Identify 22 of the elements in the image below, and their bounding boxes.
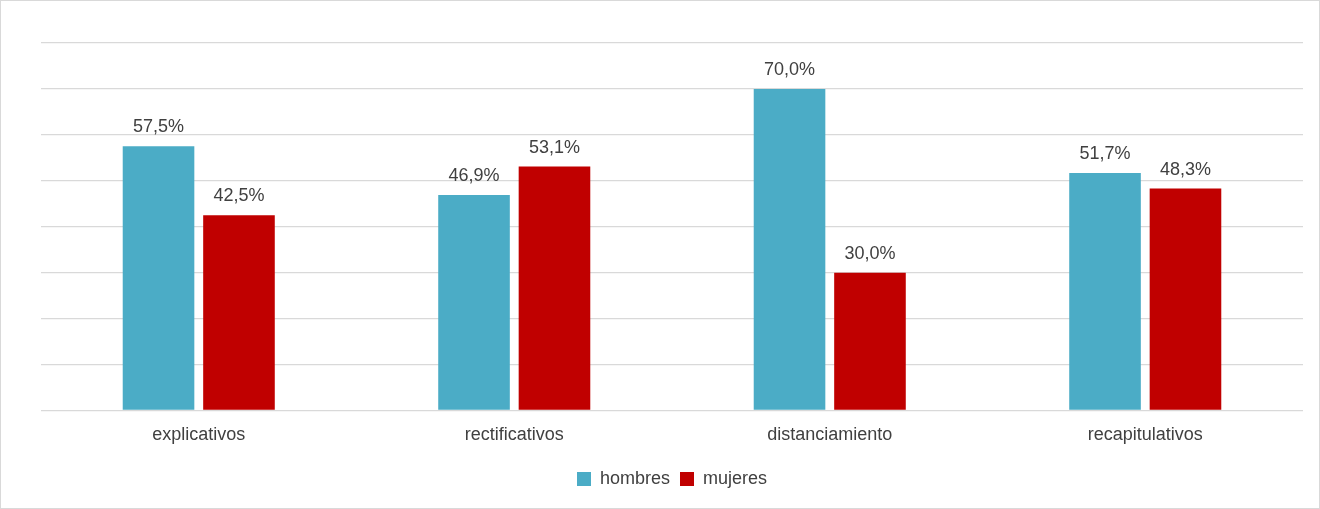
data-label: 53,1% xyxy=(528,136,580,157)
legend-label: mujeres xyxy=(703,467,768,488)
x-tick-label: rectificativos xyxy=(464,424,564,445)
x-tick-label: recapitulativos xyxy=(1087,424,1203,445)
bar xyxy=(1149,188,1222,410)
bar xyxy=(1069,172,1141,410)
data-label: 30,0% xyxy=(844,242,896,263)
bar xyxy=(438,195,510,410)
data-label: 57,5% xyxy=(133,116,185,137)
bar xyxy=(753,88,826,410)
bar xyxy=(518,166,591,410)
bar xyxy=(834,272,906,410)
x-tick-label: explicativos xyxy=(152,424,246,445)
x-tick-label: distanciamiento xyxy=(767,424,893,445)
data-label: 46,9% xyxy=(448,164,500,185)
data-label: 48,3% xyxy=(1159,158,1211,179)
data-label: 42,5% xyxy=(213,185,265,206)
legend-label: hombres xyxy=(599,467,671,488)
data-label: 70,0% xyxy=(764,58,816,79)
data-label: 51,7% xyxy=(1079,142,1131,163)
bar xyxy=(203,215,275,410)
bar xyxy=(122,146,195,410)
